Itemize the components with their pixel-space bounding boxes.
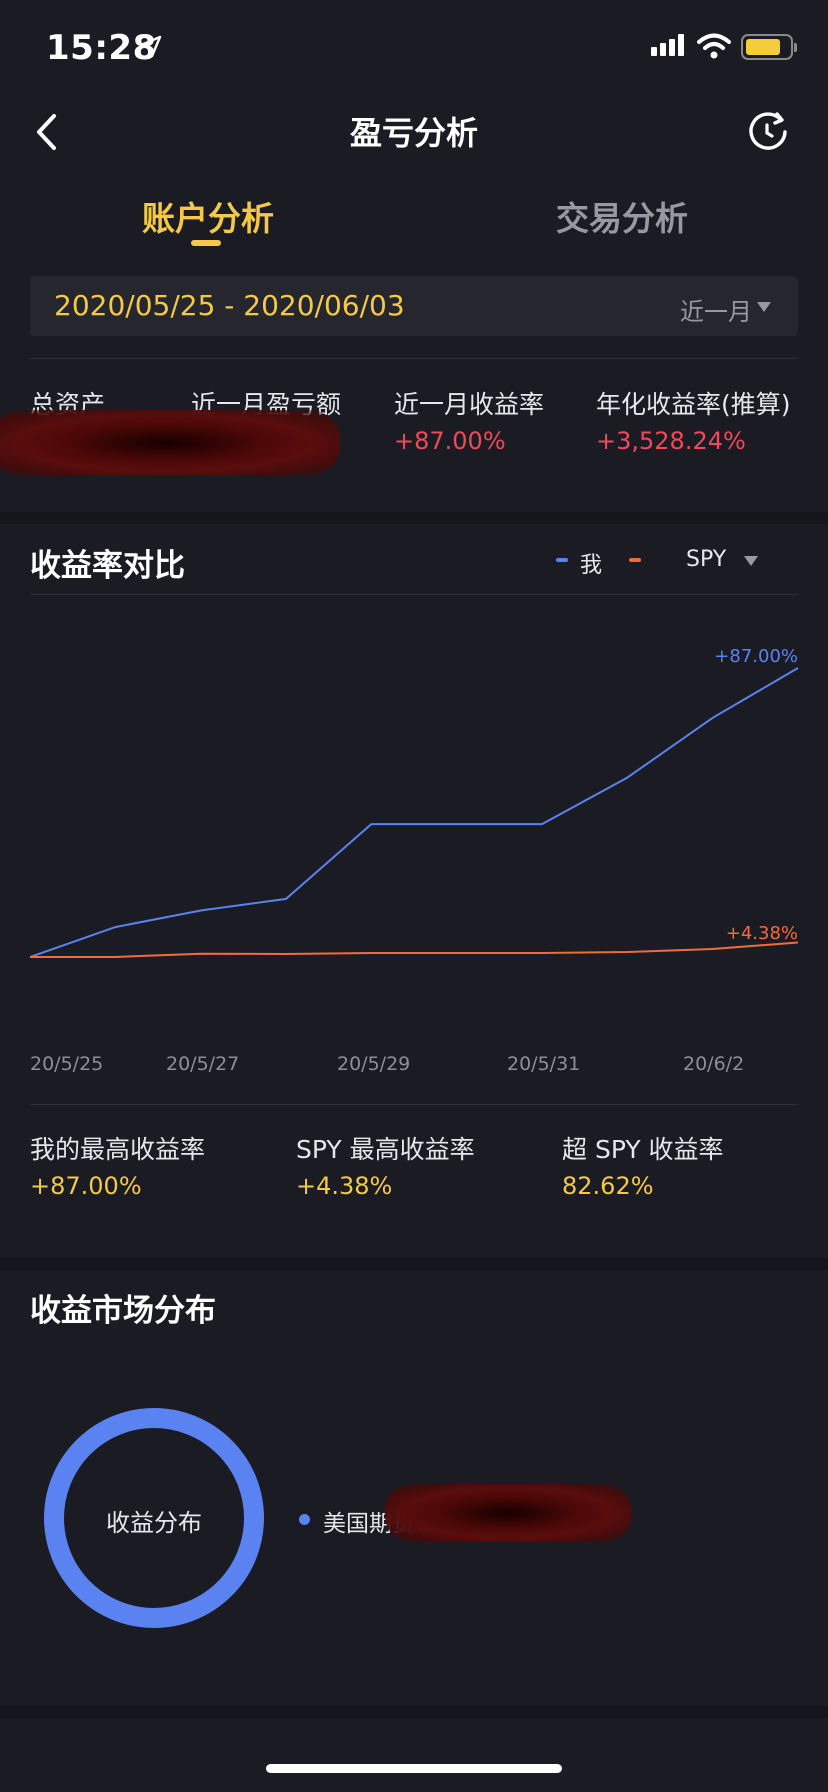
legend-me-swatch <box>556 558 568 562</box>
tab-account-analysis[interactable]: 账户分析 <box>142 199 274 238</box>
stat-month-return-label: 近一月收益率 <box>394 390 545 419</box>
location-arrow-icon <box>139 35 162 58</box>
period-select[interactable]: 近一月 <box>680 298 752 326</box>
date-filter-bar[interactable] <box>30 276 798 336</box>
excess-return-value: 82.62% <box>562 1172 654 1200</box>
chevron-down-icon[interactable] <box>757 302 771 312</box>
back-arrow-icon[interactable] <box>32 110 62 154</box>
data-label-spy-end: +4.38% <box>726 923 798 944</box>
x-tick-label: 20/5/25 <box>30 1053 104 1075</box>
legend-me-label: 我 <box>580 553 603 578</box>
redaction-mark <box>0 410 340 476</box>
my-max-return-value: +87.00% <box>30 1172 142 1200</box>
date-range[interactable]: 2020/05/25 - 2020/06/03 <box>54 289 405 322</box>
series-line-me <box>30 667 799 958</box>
x-tick-label: 20/5/29 <box>337 1053 411 1075</box>
donut-center-text: 收益分布 <box>106 1509 202 1537</box>
divider <box>30 594 798 595</box>
home-indicator[interactable] <box>266 1764 562 1773</box>
distribution-title: 收益市场分布 <box>30 1293 216 1329</box>
x-tick-label: 20/6/2 <box>683 1053 745 1075</box>
data-label-me-end: +87.00% <box>714 646 798 667</box>
return-comparison-chart: +87.00%+4.38%0.00% <box>30 646 799 958</box>
page-title: 盈亏分析 <box>349 114 478 152</box>
stat-annualized-return-label: 年化收益率(推算) <box>596 390 791 419</box>
stat-month-return-value: +87.00% <box>394 427 506 455</box>
benchmark-chevron-down-icon[interactable] <box>744 556 758 566</box>
cellular-signal-icon <box>651 34 684 56</box>
redaction-mark <box>385 1484 631 1542</box>
my-max-return-label: 我的最高收益率 <box>30 1135 206 1164</box>
excess-return-label: 超 SPY 收益率 <box>562 1135 724 1164</box>
wifi-icon <box>697 33 731 59</box>
spy-max-return-label: SPY 最高收益率 <box>296 1135 475 1164</box>
x-tick-label: 20/5/27 <box>166 1053 240 1075</box>
refresh-icon[interactable] <box>746 110 790 154</box>
x-tick-label: 20/5/31 <box>507 1053 581 1075</box>
active-tab-indicator <box>191 240 221 246</box>
comparison-title: 收益率对比 <box>30 548 185 584</box>
tab-trade-analysis[interactable]: 交易分析 <box>556 199 688 238</box>
legend-spy-swatch <box>629 558 641 562</box>
spy-max-return-value: +4.38% <box>296 1172 393 1200</box>
section-separator <box>0 512 828 524</box>
section-separator <box>0 1258 828 1270</box>
stat-annualized-return-value: +3,528.24% <box>596 427 746 455</box>
series-line-spy <box>30 941 799 958</box>
benchmark-select[interactable]: SPY <box>686 547 727 572</box>
distribution-legend-swatch <box>299 1514 310 1525</box>
divider <box>30 358 798 359</box>
status-time: 15:28 <box>46 28 157 68</box>
section-separator <box>0 1706 828 1718</box>
divider <box>30 1104 798 1105</box>
battery-icon <box>741 34 797 60</box>
